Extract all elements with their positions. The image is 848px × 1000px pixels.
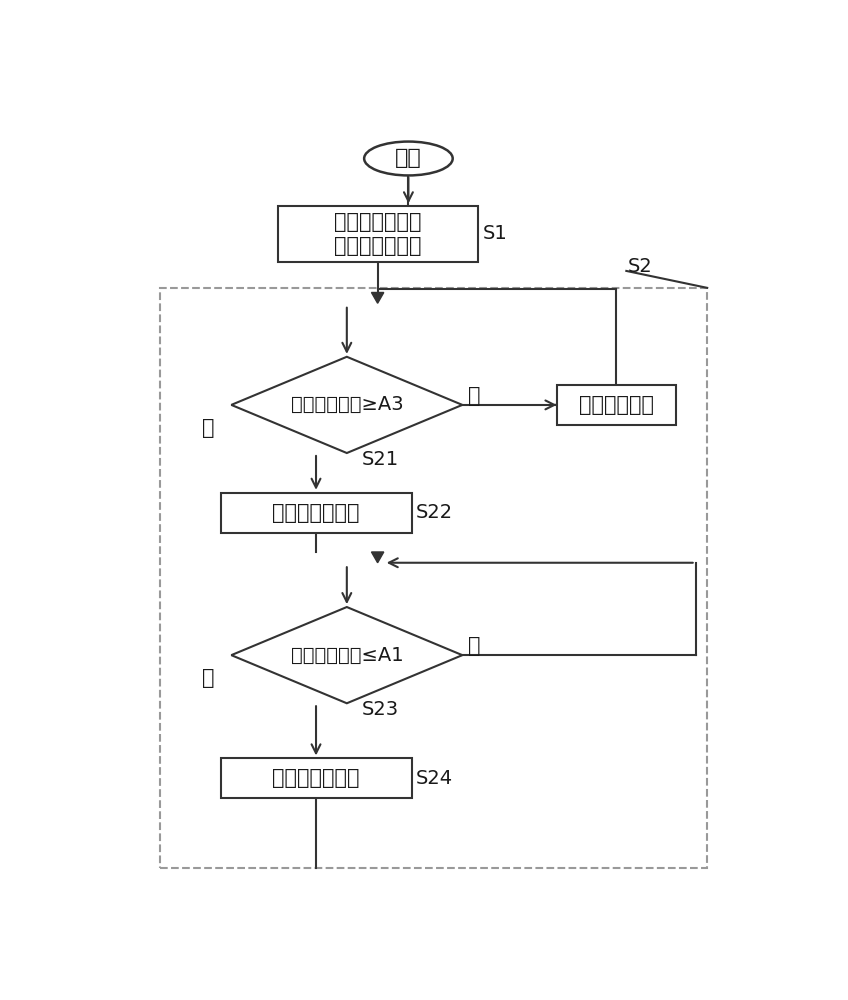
Text: S2: S2 xyxy=(628,257,653,276)
Polygon shape xyxy=(371,292,384,303)
Text: 否: 否 xyxy=(468,386,481,406)
Text: S23: S23 xyxy=(362,700,399,719)
Text: 开始: 开始 xyxy=(395,148,421,168)
Text: S22: S22 xyxy=(416,503,453,522)
Text: 是: 是 xyxy=(202,668,215,688)
Bar xyxy=(220,758,411,798)
Polygon shape xyxy=(232,607,462,703)
Text: 是: 是 xyxy=(202,418,215,438)
Text: S24: S24 xyxy=(416,769,453,788)
Text: 蓄热装置温度≥A3: 蓄热装置温度≥A3 xyxy=(291,395,403,414)
Text: 否: 否 xyxy=(468,636,481,656)
Text: 蓄热装置温度≤A1: 蓄热装置温度≤A1 xyxy=(291,646,403,665)
Bar xyxy=(220,493,411,533)
Text: 第一控制阀关闭: 第一控制阀关闭 xyxy=(272,503,360,523)
Text: 正常制冷运行: 正常制冷运行 xyxy=(579,395,654,415)
Text: S21: S21 xyxy=(362,450,399,469)
Bar xyxy=(556,385,676,425)
Bar xyxy=(160,288,707,868)
Polygon shape xyxy=(371,552,384,563)
Text: S1: S1 xyxy=(483,224,507,243)
Bar xyxy=(277,206,477,262)
Ellipse shape xyxy=(364,142,453,175)
Polygon shape xyxy=(232,357,462,453)
Text: 第一控制阀开启: 第一控制阀开启 xyxy=(272,768,360,788)
Text: 第一控制阀开启
第二控制阀关闭: 第一控制阀开启 第二控制阀关闭 xyxy=(334,212,421,256)
